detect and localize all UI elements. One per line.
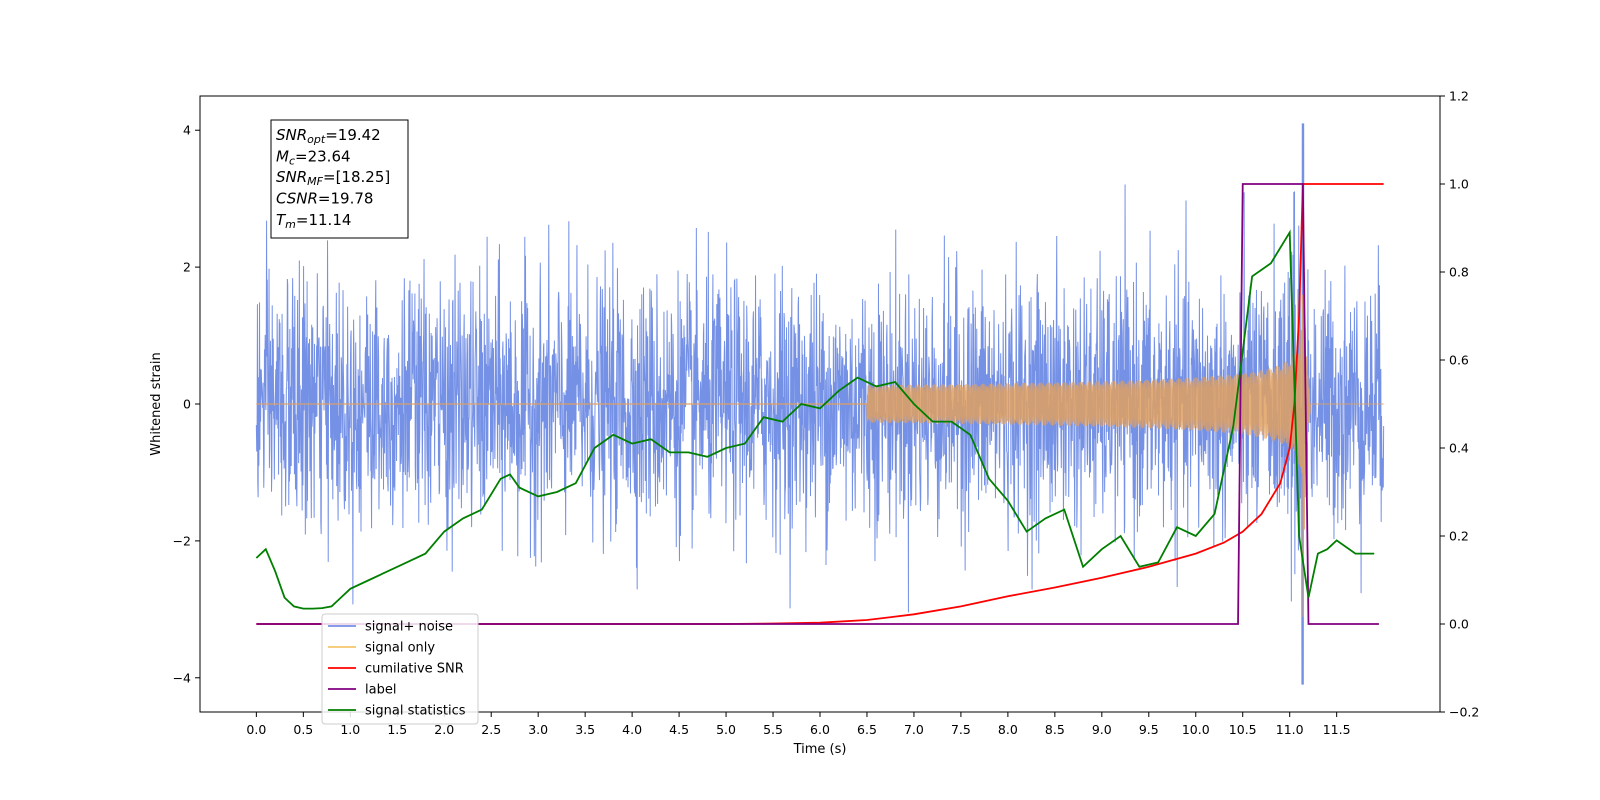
- series-signal-only: [256, 249, 1384, 617]
- y2-tick-label: 1.0: [1449, 177, 1469, 192]
- x-tick-label: 3.0: [528, 722, 548, 737]
- series-layer: [255, 123, 1385, 685]
- x-tick-label: 8.0: [998, 722, 1018, 737]
- legend-frame: [321, 613, 479, 725]
- x-tick-label: 6.0: [810, 722, 830, 737]
- legend-label: signal only: [365, 641, 435, 656]
- y2-tick-label: 0.2: [1449, 529, 1469, 544]
- y-tick-label: 4: [183, 123, 191, 138]
- x-tick-label: 10.0: [1182, 722, 1210, 737]
- y-axis-title: Whitened strain: [149, 352, 164, 455]
- annotation-line: SNRMF=[18.25]: [276, 168, 390, 188]
- y2-tick-label: 0.4: [1449, 441, 1469, 456]
- x-tick-label: 5.5: [763, 722, 783, 737]
- series-cumulative-snr: [256, 183, 1384, 625]
- x-axis: 0.0 0.5 1.0 1.5 2.0 2.5 3.0 3.5 4.0 4.5 5.0 5.5 6.0 6…: [246, 712, 1351, 737]
- x-tick-label: 1.5: [387, 722, 407, 737]
- legend-label: label: [365, 683, 396, 698]
- legend-label: signal+ noise: [365, 620, 453, 635]
- x-tick-label: 1.0: [340, 722, 360, 737]
- x-tick-label: 7.5: [951, 722, 971, 737]
- x-tick-label: 2.5: [481, 722, 501, 737]
- y-axis-right: 1.2 1.0 0.8 0.6 0.4 0.2 0.0 −0.2: [1440, 89, 1479, 720]
- x-tick-label: 0.5: [293, 722, 313, 737]
- legend-label: cumilative SNR: [365, 662, 464, 677]
- y-tick-label: 0: [183, 397, 191, 412]
- x-tick-label: 2.0: [434, 722, 454, 737]
- annotation-line: SNRopt=19.42: [276, 126, 381, 146]
- x-tick-label: 9.5: [1139, 722, 1159, 737]
- annotation-line: CSNR=19.78: [276, 190, 373, 208]
- x-axis-title: Time (s): [793, 742, 847, 757]
- x-tick-label: 8.5: [1045, 722, 1065, 737]
- y-axis-left: 4 2 0 −2 −4: [173, 123, 200, 685]
- y2-tick-label: 1.2: [1449, 89, 1469, 104]
- series-signal-statistics: [255, 229, 1375, 610]
- x-tick-label: 0.0: [246, 722, 266, 737]
- legend: signal+ noise signal only cumilative SNR la…: [321, 613, 479, 725]
- y2-tick-label: 0.8: [1449, 265, 1469, 280]
- x-tick-label: 9.0: [1092, 722, 1112, 737]
- x-tick-label: 7.0: [904, 722, 924, 737]
- y-tick-label: −4: [173, 670, 191, 685]
- y2-tick-label: 0.0: [1449, 617, 1469, 632]
- x-tick-label: 4.5: [669, 722, 689, 737]
- x-tick-label: 6.5: [857, 722, 877, 737]
- x-tick-label: 5.0: [716, 722, 736, 737]
- legend-label: signal statistics: [365, 704, 466, 719]
- x-tick-label: 4.0: [622, 722, 642, 737]
- x-tick-label: 3.5: [575, 722, 595, 737]
- annotation-line: Mc=23.64: [276, 148, 351, 168]
- y2-tick-label: −0.2: [1449, 705, 1479, 720]
- y-tick-label: 2: [183, 260, 191, 275]
- series-label: [256, 183, 1379, 625]
- annotation-box-frame: [270, 119, 409, 239]
- y2-tick-label: 0.6: [1449, 353, 1469, 368]
- x-tick-label: 10.5: [1229, 722, 1257, 737]
- x-tick-label: 11.0: [1276, 722, 1304, 737]
- y-tick-label: −2: [173, 533, 191, 548]
- annotation-line: Tm=11.14: [276, 211, 351, 231]
- x-tick-label: 11.5: [1323, 722, 1351, 737]
